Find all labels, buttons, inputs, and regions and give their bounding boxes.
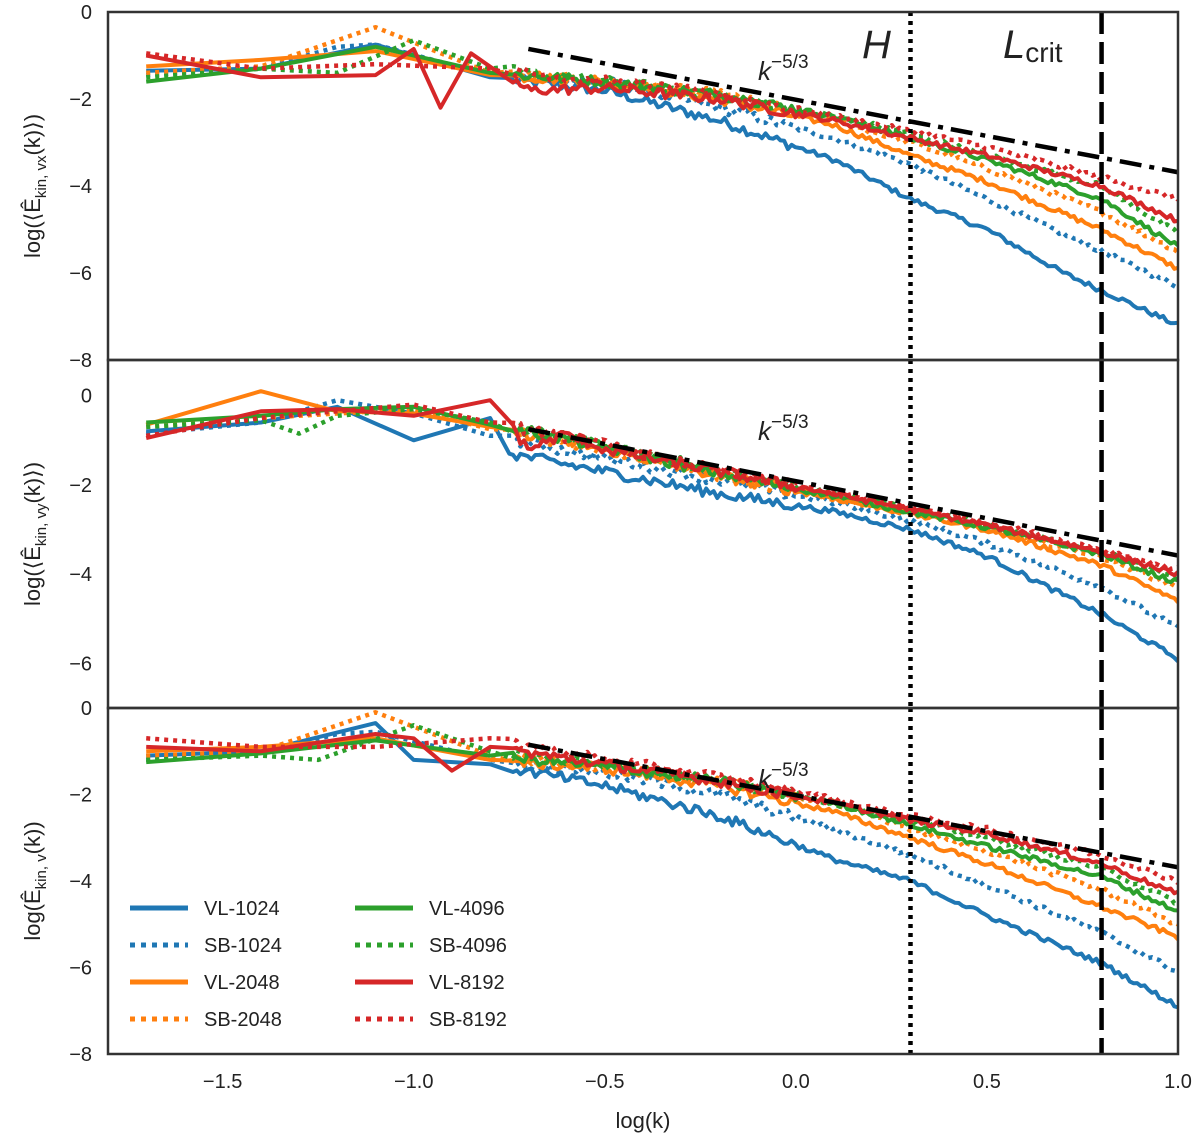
legend-label-vl-8192: VL-8192 xyxy=(429,972,505,994)
panels-layer: 0 −2 −4 −6 −8 log(⟨Êkin, vx(k)⟩) k−5/3 H Lcrit 0 −… xyxy=(20,2,1180,1066)
x-axis-label: log(k) xyxy=(615,1108,670,1133)
legend-label-sb-2048: SB-2048 xyxy=(204,1009,282,1031)
x-tick-label: 0.5 xyxy=(973,1071,1001,1093)
series-sb-8192 xyxy=(146,736,1178,885)
x-tick-label: 1.0 xyxy=(1164,1071,1192,1093)
reference-slope-line xyxy=(527,426,1178,558)
x-tick-label: −1.5 xyxy=(203,1071,242,1093)
legend-label-vl-4096: VL-4096 xyxy=(429,898,505,920)
series-vl-4096 xyxy=(146,404,1178,585)
y-axis-label: log(⟨Êkin, vy(k)⟩) xyxy=(20,462,50,606)
x-tick-label: −1.0 xyxy=(394,1071,433,1093)
reference-slope-line xyxy=(527,742,1178,870)
reference-slope-label: k−5/3 xyxy=(758,412,809,446)
y-tick-label: 0 xyxy=(81,2,92,24)
reference-slope-label: k−5/3 xyxy=(758,760,809,794)
x-tick-label: 0.0 xyxy=(782,1071,810,1093)
legend-label-vl-2048: VL-2048 xyxy=(204,972,280,994)
series-sb-2048 xyxy=(146,406,1178,591)
y-tick-label: −6 xyxy=(69,263,92,285)
y-tick-label: −4 xyxy=(69,564,92,586)
panel-2-series xyxy=(145,389,1178,663)
panel-1-series xyxy=(145,24,1178,326)
y-tick-label: −8 xyxy=(69,350,92,372)
series-vl-4096 xyxy=(146,738,1178,913)
panel-1: 0 −2 −4 −6 −8 log(⟨Êkin, vx(k)⟩) k−5/3 H Lcrit xyxy=(20,2,1180,372)
y-tick-label: −6 xyxy=(69,653,92,675)
series-sb-8192 xyxy=(145,402,1178,572)
y-tick-label: −2 xyxy=(69,89,92,111)
vline-label-lcrit: Lcrit xyxy=(1003,23,1063,68)
y-tick-label: 0 xyxy=(81,698,92,720)
series-sb-2048 xyxy=(146,710,1178,927)
series-sb-4096 xyxy=(146,406,1178,583)
reference-slope-label: k−5/3 xyxy=(758,52,809,86)
series-sb-1024 xyxy=(146,729,1178,974)
legend-label-sb-4096: SB-4096 xyxy=(429,935,507,957)
panel-3-series xyxy=(146,710,1178,1010)
y-tick-label: −2 xyxy=(69,785,92,807)
y-tick-label: −4 xyxy=(69,871,92,893)
legend-label-vl-1024: VL-1024 xyxy=(204,898,280,920)
series-sb-4096 xyxy=(146,38,1178,236)
y-tick-label: −6 xyxy=(69,958,92,980)
y-axis-label: log(⟨Êkin, vx(k)⟩) xyxy=(20,114,50,258)
legend: VL-1024 SB-1024 VL-2048 SB-2048 VL-4096 SB-40… xyxy=(130,898,507,1031)
series-vl-2048 xyxy=(146,736,1178,941)
series-vl-1024 xyxy=(146,721,1178,1010)
panel-3: 0 −2 −4 −6 −8 log(Êkin, v(k)) k−5/3 xyxy=(20,698,1180,1066)
series-sb-8192 xyxy=(145,51,1178,202)
legend-label-sb-1024: SB-1024 xyxy=(204,935,282,957)
series-sb-1024 xyxy=(145,397,1178,629)
y-axis-label: log(Êkin, v(k)) xyxy=(20,821,50,940)
y-tick-label: 0 xyxy=(81,386,92,408)
y-tick-label: −2 xyxy=(69,475,92,497)
vline-label-h: H xyxy=(862,23,891,67)
series-vl-8192 xyxy=(145,398,1178,578)
panel-3-frame xyxy=(106,706,1180,1056)
y-tick-label: −4 xyxy=(69,176,92,198)
series-sb-4096 xyxy=(146,723,1178,906)
x-axis: log(k) −1.5 −1.0 −0.5 0.0 0.5 1.0 xyxy=(203,1071,1192,1133)
legend-label-sb-8192: SB-8192 xyxy=(429,1009,507,1031)
x-tick-label: −0.5 xyxy=(585,1071,624,1093)
y-tick-label: −8 xyxy=(69,1044,92,1066)
panel-2: 0 −2 −4 −6 log(⟨Êkin, vy(k)⟩) k−5/3 xyxy=(20,358,1180,710)
series-vl-1024 xyxy=(146,404,1178,663)
reference-slope-line xyxy=(527,46,1178,175)
